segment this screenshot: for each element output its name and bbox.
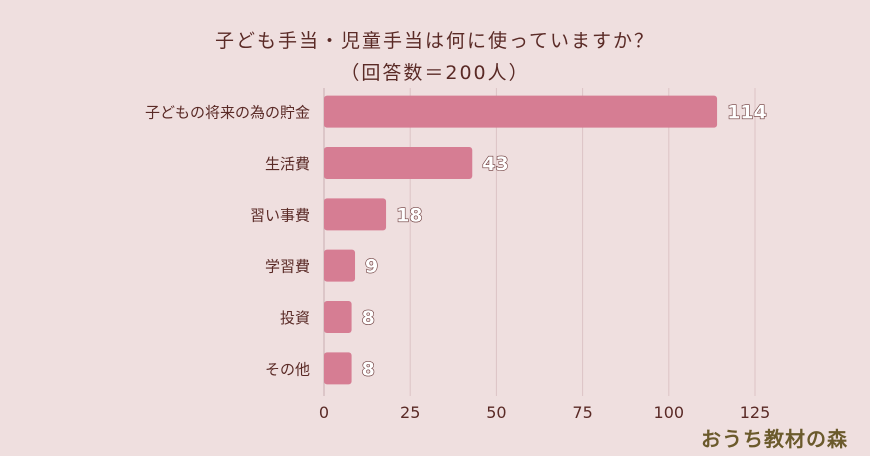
x-tick-label: 125 (740, 403, 771, 422)
bar (324, 301, 352, 333)
x-tick-label: 0 (319, 403, 329, 422)
bar (324, 249, 356, 282)
category-label: 習い事費 (250, 206, 310, 224)
data-label: 114 (727, 102, 767, 124)
category-label: 生活費 (265, 155, 310, 173)
bar (324, 352, 352, 385)
category-label: 子どもの将来の為の貯金 (145, 104, 310, 122)
x-tick-label: 100 (654, 403, 685, 422)
data-label: 8 (362, 358, 375, 380)
chart-title: 子ども手当・児童手当は何に使っていますか？ (214, 30, 656, 52)
bar (324, 95, 718, 128)
category-label: その他 (265, 360, 310, 378)
x-tick-label: 75 (572, 403, 592, 422)
logo: おうち教材の森 (701, 427, 848, 451)
category-label: 学習費 (265, 258, 310, 276)
data-label: 43 (482, 153, 508, 175)
bar (324, 198, 387, 231)
chart-subtitle: （回答数＝200人） (340, 62, 530, 84)
bar (324, 147, 473, 179)
x-tick-label: 25 (400, 403, 420, 422)
data-label: 18 (396, 204, 422, 226)
data-label: 9 (365, 256, 378, 278)
x-tick-label: 50 (486, 403, 506, 422)
category-label: 投資 (280, 309, 310, 327)
data-label: 8 (362, 307, 375, 329)
